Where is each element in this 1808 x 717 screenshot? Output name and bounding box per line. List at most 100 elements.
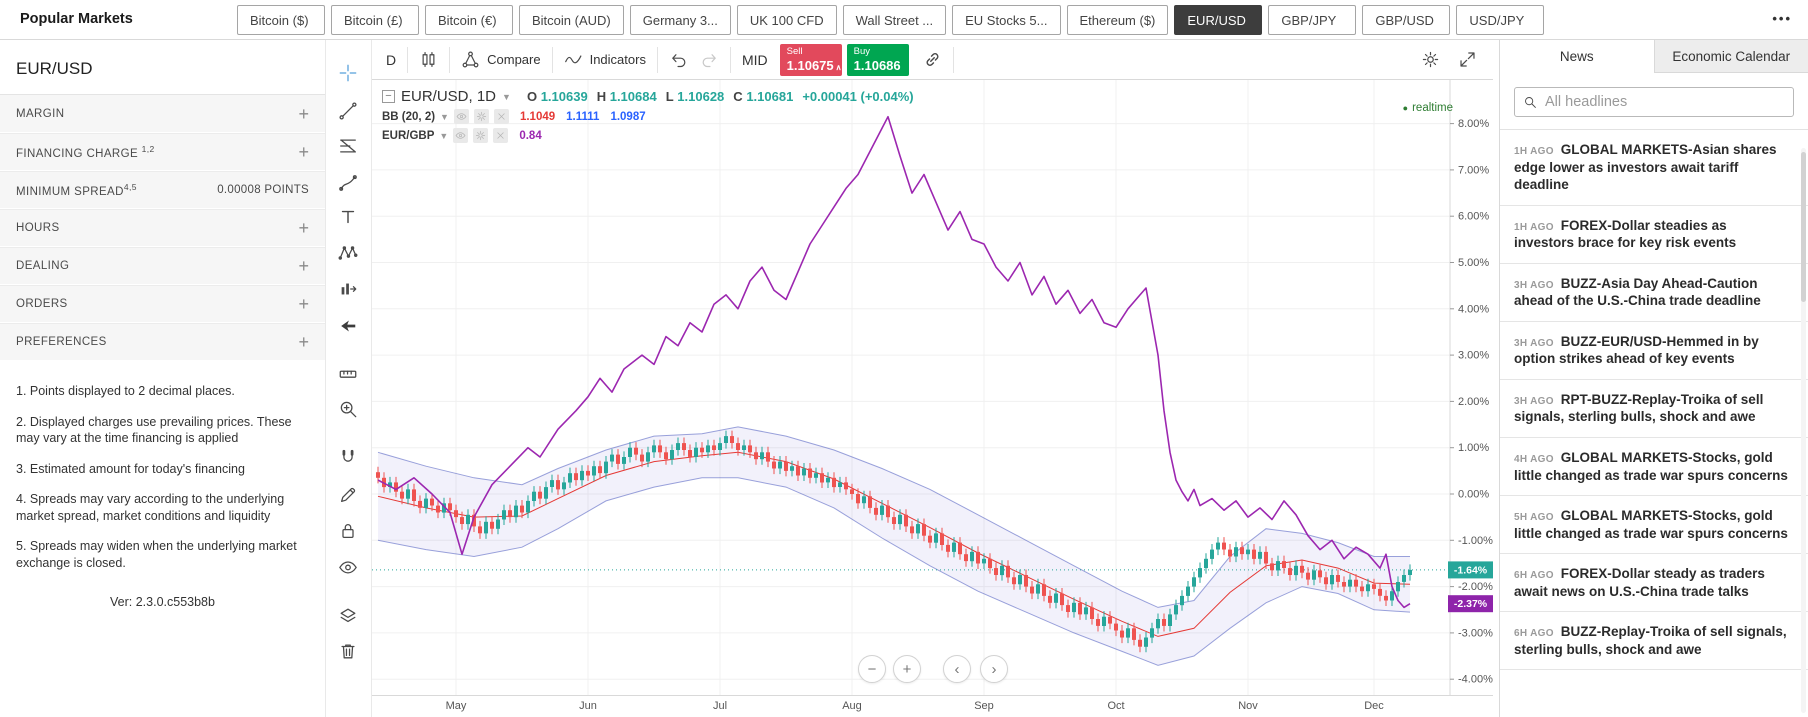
market-tab-eur-usd[interactable]: EUR/USD: [1174, 5, 1263, 35]
zoom-in-button[interactable]: +: [893, 655, 921, 683]
expand-plus-icon[interactable]: +: [298, 103, 309, 124]
settings-icon[interactable]: [473, 109, 489, 124]
sidebar-row-preferences[interactable]: PREFERENCES +: [0, 323, 325, 361]
trash-icon[interactable]: [338, 641, 360, 663]
market-tab-eu-stocks-5[interactable]: EU Stocks 5...: [952, 5, 1061, 35]
expand-plus-icon[interactable]: +: [298, 218, 309, 238]
magnet-icon[interactable]: [338, 448, 360, 470]
market-tab-bitcoin[interactable]: Bitcoin (£): [331, 5, 419, 35]
undo-button[interactable]: [669, 50, 688, 69]
more-markets-icon[interactable]: •••: [1772, 11, 1792, 26]
sidebar-row-hours[interactable]: HOURS +: [0, 209, 325, 247]
news-timestamp: 4H AGO: [1514, 454, 1554, 466]
scrollbar-thumb[interactable]: [1801, 152, 1806, 302]
news-item[interactable]: 3H AGO RPT-BUZZ-Replay-Troika of sell sig…: [1500, 380, 1808, 439]
legend-symbol[interactable]: EUR/USD, 1D: [401, 88, 497, 105]
expand-plus-icon[interactable]: +: [298, 142, 309, 162]
link-icon: [923, 50, 942, 69]
text-icon[interactable]: [338, 207, 360, 229]
sidebar-row-orders[interactable]: ORDERS +: [0, 285, 325, 323]
price-chart[interactable]: 8.00% 7.00% 6.00% 5.00% 4.00% 3.00% 2.00% 1.00%…: [372, 80, 1493, 695]
footnote: 2. Displayed charges use prevailing pric…: [16, 414, 292, 446]
eye-icon[interactable]: [338, 557, 360, 579]
svg-text:3.00%: 3.00%: [1458, 350, 1489, 362]
remove-icon[interactable]: [493, 128, 509, 143]
expand-plus-icon[interactable]: +: [298, 332, 309, 352]
chevron-down-icon[interactable]: ▼: [440, 111, 449, 122]
visibility-icon[interactable]: [453, 128, 469, 143]
expand-plus-icon[interactable]: +: [298, 294, 309, 314]
link-charts-button[interactable]: [923, 50, 942, 69]
popular-markets-title: Popular Markets: [20, 11, 133, 27]
chart-style-button[interactable]: [419, 50, 438, 69]
market-tab-wall-street[interactable]: Wall Street ...: [842, 5, 947, 35]
headline-search[interactable]: [1514, 87, 1794, 117]
chevron-down-icon[interactable]: ▼: [502, 91, 511, 102]
news-item[interactable]: 6H AGO FOREX-Dollar steady as traders awa…: [1500, 554, 1808, 613]
market-tab-gbp-jpy[interactable]: GBP/JPY: [1268, 5, 1357, 35]
indicators-button[interactable]: Indicators: [564, 50, 646, 69]
gann-fib-icon[interactable]: [338, 136, 360, 158]
trend-line-icon[interactable]: [338, 101, 360, 123]
redo-button[interactable]: [700, 50, 719, 69]
measure-icon[interactable]: [338, 364, 360, 386]
settings-icon[interactable]: [473, 128, 489, 143]
sidebar-row-financing-charge[interactable]: FINANCING CHARGE 1,2 +: [0, 133, 325, 171]
toolbar-separator: [407, 46, 409, 73]
chevron-down-icon[interactable]: ▼: [439, 130, 449, 141]
remove-icon[interactable]: [493, 109, 509, 124]
tab-news[interactable]: News: [1500, 40, 1654, 73]
edit-pencil-icon[interactable]: [338, 485, 360, 507]
search-icon: [1523, 95, 1538, 110]
news-item[interactable]: 6H AGO BUZZ-Replay-Troika of sell signals…: [1500, 612, 1808, 671]
zoom-in-icon[interactable]: [338, 399, 360, 421]
time-axis[interactable]: May Jun Jul Aug Sep Oct Nov Dec: [372, 695, 1493, 717]
compare-button[interactable]: Compare: [461, 50, 541, 69]
market-tab-ethereum[interactable]: Ethereum ($): [1066, 5, 1169, 35]
news-item[interactable]: 3H AGO BUZZ-Asia Day Ahead-Caution ahead …: [1500, 264, 1808, 322]
pan-right-button[interactable]: ›: [980, 655, 1008, 683]
forecast-icon[interactable]: [338, 279, 360, 301]
fullscreen-button[interactable]: [1458, 50, 1477, 69]
market-tab-gbp-usd[interactable]: GBP/USD: [1362, 5, 1451, 35]
mid-price-mode-label[interactable]: MID: [741, 51, 768, 68]
row-label: MINIMUM SPREAD4,5: [16, 182, 137, 198]
chart-region[interactable]: 8.00% 7.00% 6.00% 5.00% 4.00% 3.00% 2.00% 1.00%…: [372, 80, 1493, 717]
compare-symbol-label[interactable]: EUR/GBP: [382, 129, 435, 142]
news-timestamp: 5H AGO: [1514, 512, 1554, 524]
news-item[interactable]: 1H AGO FOREX-Dollar steadies as investors…: [1500, 206, 1808, 264]
market-tab-usd-jpy[interactable]: USD/JPY: [1456, 5, 1545, 35]
sidebar-row-minimum-spread[interactable]: MINIMUM SPREAD4,5 0.00008 POINTS: [0, 171, 325, 209]
crosshair-icon[interactable]: [338, 63, 360, 85]
legend-collapse-icon[interactable]: −: [382, 90, 395, 103]
expand-plus-icon[interactable]: +: [298, 256, 309, 276]
layers-icon[interactable]: [338, 606, 360, 628]
news-item[interactable]: 5H AGO GLOBAL MARKETS-Stocks, gold little…: [1500, 496, 1808, 555]
buy-button[interactable]: Buy 1.10686: [846, 43, 909, 76]
visibility-icon[interactable]: [453, 109, 469, 124]
lock-icon[interactable]: [338, 521, 360, 543]
xabcd-pattern-icon[interactable]: [338, 243, 360, 265]
search-input[interactable]: [1545, 94, 1785, 110]
news-item[interactable]: 1H AGO GLOBAL MARKETS-Asian shares edge l…: [1500, 130, 1808, 206]
zoom-out-button[interactable]: −: [858, 655, 886, 683]
sidebar-row-dealing[interactable]: DEALING +: [0, 247, 325, 285]
market-tab-bitcoin[interactable]: Bitcoin (€): [425, 5, 513, 35]
news-scrollbar[interactable]: [1801, 148, 1806, 713]
market-tab-bitcoin[interactable]: Bitcoin ($): [237, 5, 325, 35]
time-axis-label: Jun: [579, 700, 597, 712]
market-tab-uk-100-cfd[interactable]: UK 100 CFD: [736, 5, 837, 35]
pan-left-button[interactable]: ‹: [943, 655, 971, 683]
tab-economic-calendar[interactable]: Economic Calendar: [1653, 40, 1808, 73]
news-item[interactable]: 3H AGO BUZZ-EUR/USD-Hemmed in by option s…: [1500, 322, 1808, 380]
sell-button[interactable]: Sell 1.10675 ∧: [779, 43, 842, 76]
interval-button[interactable]: D: [386, 51, 397, 68]
news-item[interactable]: 4H AGO GLOBAL MARKETS-Stocks, gold little…: [1500, 438, 1808, 497]
brush-icon[interactable]: [338, 173, 360, 195]
market-tab-germany-3[interactable]: Germany 3...: [629, 5, 731, 35]
bb-indicator-label[interactable]: BB (20, 2): [382, 110, 436, 123]
market-tab-bitcoin-aud[interactable]: Bitcoin (AUD): [519, 5, 624, 35]
arrow-cursor-icon[interactable]: [338, 316, 360, 338]
chart-settings-button[interactable]: [1421, 50, 1440, 69]
sidebar-row-margin[interactable]: MARGIN +: [0, 95, 325, 133]
